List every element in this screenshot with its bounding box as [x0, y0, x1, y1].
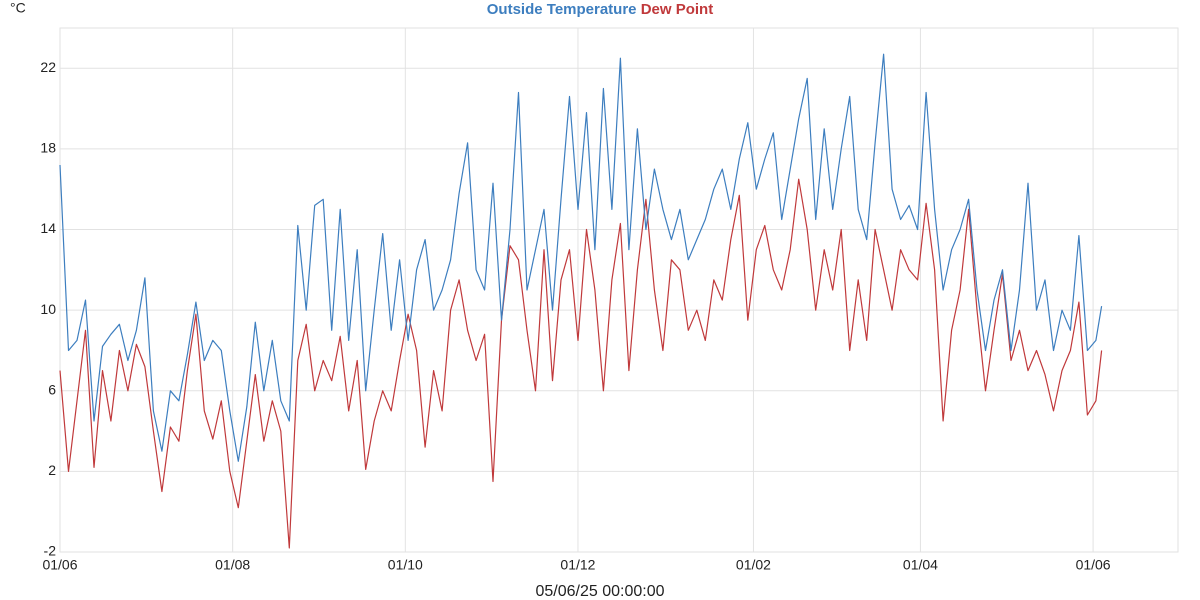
- x-tick-label: 01/06: [42, 557, 77, 573]
- y-tick-label: 22: [40, 59, 56, 75]
- x-tick-label: 01/08: [215, 557, 250, 573]
- x-tick-label: 01/12: [560, 557, 595, 573]
- y-tick-label: 6: [48, 381, 56, 397]
- legend-entry: Outside Temperature: [487, 1, 637, 18]
- x-tick-label: 01/04: [903, 557, 938, 573]
- y-tick-label: -2: [44, 543, 57, 559]
- y-unit: °C: [10, 0, 26, 16]
- y-tick-label: 10: [40, 301, 56, 317]
- y-tick-label: 18: [40, 140, 56, 156]
- x-axis-title: 05/06/25 00:00:00: [535, 583, 664, 600]
- series-line: [59, 53, 1103, 462]
- legend-entry: Dew Point: [641, 1, 714, 18]
- series-line: [59, 178, 1103, 549]
- plot-area: [59, 27, 1179, 553]
- x-tick-label: 01/02: [736, 557, 771, 573]
- y-tick-label: 14: [40, 220, 56, 236]
- x-tick-label: 01/06: [1076, 557, 1111, 573]
- y-tick-label: 2: [48, 462, 56, 478]
- x-tick-label: 01/10: [388, 557, 423, 573]
- legend: Outside Temperature Dew Point: [487, 1, 713, 18]
